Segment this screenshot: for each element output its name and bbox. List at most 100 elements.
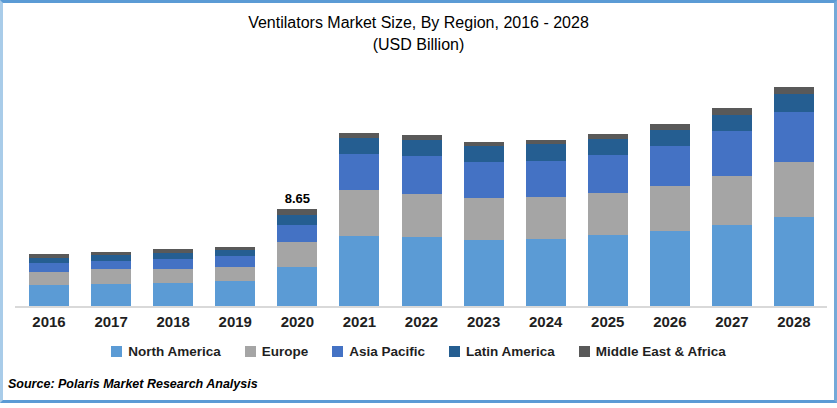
x-axis-label-2020: 2020: [266, 313, 328, 330]
legend-item-asia-pacific: Asia Pacific: [332, 344, 425, 359]
x-axis-label-2025: 2025: [577, 313, 639, 330]
bar-segment-asia-pacific: [526, 161, 566, 197]
chart-title-line2: (USD Billion): [3, 34, 834, 55]
bar-segment-europe: [339, 190, 379, 236]
bar-column-2026: [639, 124, 701, 306]
bar-segment-north-america: [215, 281, 255, 306]
legend-swatch-icon: [111, 346, 122, 357]
bar-segment-latin-america: [774, 94, 814, 112]
bar-segment-europe: [153, 269, 193, 283]
bar-segment-asia-pacific: [650, 146, 690, 186]
bar-segment-latin-america: [526, 144, 566, 161]
bar-segment-north-america: [277, 267, 317, 306]
bar-segment-north-america: [650, 231, 690, 306]
legend-label: Latin America: [466, 344, 555, 359]
chart-figure: Ventilators Market Size, By Region, 2016…: [0, 0, 837, 408]
bar-segment-latin-america: [588, 139, 628, 155]
bar-segment-north-america: [588, 235, 628, 306]
bar-segment-europe: [588, 193, 628, 235]
bar-segment-north-america: [153, 283, 193, 306]
chart-title-line1: Ventilators Market Size, By Region, 2016…: [3, 12, 834, 34]
bar-segment-asia-pacific: [588, 155, 628, 193]
bar-segment-north-america: [402, 237, 442, 306]
bar-segment-latin-america: [650, 130, 690, 146]
stacked-bar-2026: [650, 124, 690, 306]
x-axis-label-2021: 2021: [328, 313, 390, 330]
bar-segment-latin-america: [339, 138, 379, 154]
bar-segment-latin-america: [402, 140, 442, 156]
bar-column-2027: [701, 108, 763, 306]
stacked-bar-2022: [402, 135, 442, 306]
bar-segment-europe: [464, 198, 504, 240]
bar-segment-north-america: [91, 284, 131, 306]
bar-segment-asia-pacific: [91, 261, 131, 269]
bar-segment-north-america: [526, 239, 566, 306]
stacked-bar-2024: [526, 140, 566, 306]
chart-title: Ventilators Market Size, By Region, 2016…: [3, 12, 834, 55]
bar-segment-latin-america: [277, 215, 317, 226]
bar-segment-europe: [526, 197, 566, 239]
bar-column-2025: [577, 134, 639, 306]
legend-item-latin-america: Latin America: [449, 344, 555, 359]
bar-column-2022: [390, 135, 452, 306]
bar-segment-europe: [91, 269, 131, 283]
bar-column-2028: [763, 87, 825, 306]
x-axis-labels: 2016201720182019202020212022202320242025…: [18, 313, 825, 330]
bar-column-2023: [453, 142, 515, 306]
stacked-bar-2017: [91, 252, 131, 306]
x-axis-label-2028: 2028: [763, 313, 825, 330]
bar-segment-north-america: [774, 217, 814, 306]
bar-segment-asia-pacific: [29, 263, 69, 271]
legend-item-middle-east-africa: Middle East & Africa: [579, 344, 726, 359]
bar-segment-europe: [712, 176, 752, 225]
bar-segment-north-america: [339, 236, 379, 306]
bar-segment-asia-pacific: [215, 256, 255, 267]
legend-item-north-america: North America: [111, 344, 221, 359]
chart-frame: Ventilators Market Size, By Region, 2016…: [0, 0, 837, 403]
bar-segment-asia-pacific: [712, 131, 752, 176]
stacked-bar-2018: [153, 249, 193, 306]
x-axis-line: [15, 306, 827, 308]
bar-segment-north-america: [29, 285, 69, 306]
stacked-bar-2023: [464, 142, 504, 306]
stacked-bar-2020: [277, 209, 317, 306]
bar-segment-asia-pacific: [153, 259, 193, 269]
x-axis-label-2016: 2016: [18, 313, 80, 330]
bars-row: 8.65: [18, 77, 825, 306]
x-axis-label-2019: 2019: [204, 313, 266, 330]
x-axis-label-2024: 2024: [515, 313, 577, 330]
bar-segment-north-america: [712, 225, 752, 306]
bar-segment-europe: [277, 242, 317, 267]
legend: North America Europe Asia Pacific Latin Ame…: [3, 344, 834, 359]
bar-segment-middle-east-africa: [712, 108, 752, 115]
stacked-bar-2016: [29, 254, 69, 306]
legend-swatch-icon: [245, 346, 256, 357]
x-axis-label-2022: 2022: [390, 313, 452, 330]
bar-segment-asia-pacific: [339, 154, 379, 190]
bar-segment-asia-pacific: [464, 162, 504, 199]
x-axis-label-2017: 2017: [80, 313, 142, 330]
bar-segment-latin-america: [464, 146, 504, 162]
bar-column-2016: [18, 254, 80, 306]
bar-segment-europe: [402, 194, 442, 237]
x-axis-label-2027: 2027: [701, 313, 763, 330]
bar-segment-asia-pacific: [402, 156, 442, 194]
bar-segment-latin-america: [712, 115, 752, 132]
bar-segment-europe: [650, 186, 690, 231]
bar-column-2018: [142, 249, 204, 306]
stacked-bar-2028: [774, 87, 814, 306]
x-axis-label-2023: 2023: [453, 313, 515, 330]
bar-segment-europe: [215, 267, 255, 281]
legend-item-europe: Europe: [245, 344, 309, 359]
bar-segment-north-america: [464, 240, 504, 306]
plot-area: 8.65: [18, 77, 825, 306]
legend-label: Europe: [262, 344, 309, 359]
bar-segment-asia-pacific: [277, 225, 317, 242]
bar-segment-middle-east-africa: [774, 87, 814, 94]
legend-label: Asia Pacific: [349, 344, 425, 359]
legend-swatch-icon: [449, 346, 460, 357]
stacked-bar-2025: [588, 134, 628, 306]
legend-swatch-icon: [579, 346, 590, 357]
stacked-bar-2021: [339, 133, 379, 306]
bar-segment-europe: [774, 162, 814, 216]
